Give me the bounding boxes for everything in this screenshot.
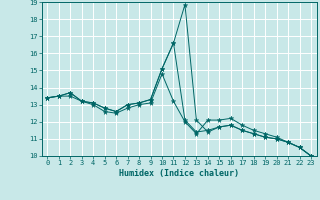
X-axis label: Humidex (Indice chaleur): Humidex (Indice chaleur) — [119, 169, 239, 178]
